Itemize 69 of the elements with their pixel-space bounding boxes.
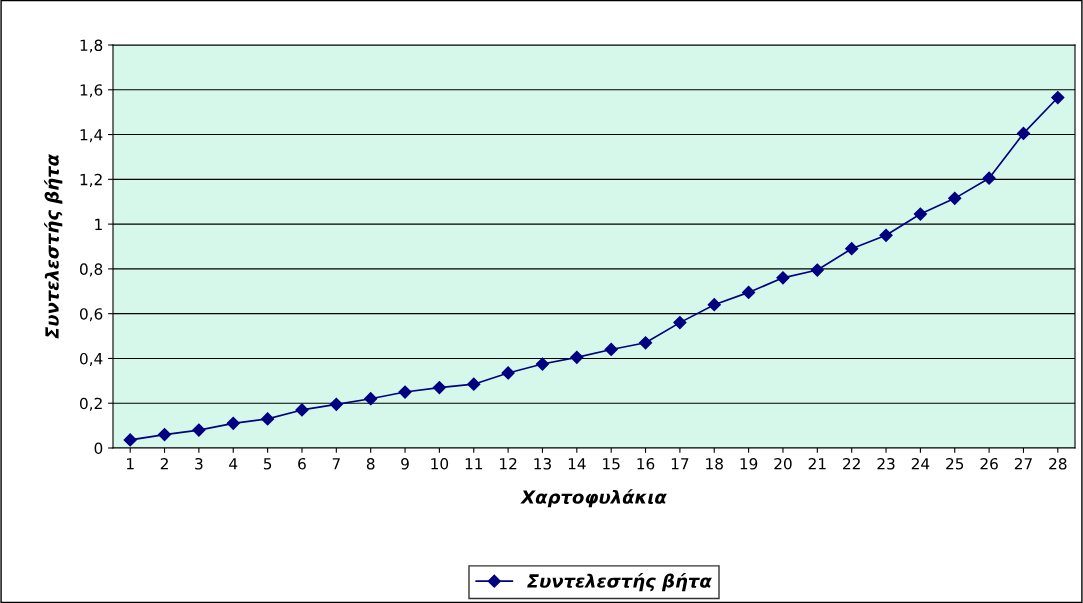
x-tick-label: 10 [431, 457, 449, 470]
y-tick-label: 0,8 [79, 263, 103, 277]
x-tick-label: 21 [808, 457, 826, 470]
x-tick-label: 16 [637, 457, 655, 470]
legend-label: Συντελεστής βήτα [527, 573, 712, 592]
point [707, 298, 721, 312]
x-tick-label: 20 [774, 457, 792, 470]
point [398, 385, 412, 399]
x-tick-label: 25 [946, 457, 964, 470]
x-tick-label: 2 [160, 457, 168, 470]
x-tick-label: 11 [465, 458, 483, 470]
x-tick-label: 27 [1014, 457, 1032, 470]
y-axis-title: Συντελεστής βήτα [44, 153, 63, 339]
y-tick-label: 0,2 [79, 397, 102, 411]
point [982, 171, 996, 185]
point [638, 336, 653, 350]
x-tick-label: 8 [366, 457, 375, 470]
point [845, 242, 859, 256]
y-tick-label: 1,6 [80, 84, 103, 98]
x-tick-label: 4 [229, 458, 238, 470]
point [604, 342, 618, 357]
point [467, 377, 481, 391]
point [364, 392, 378, 406]
x-tick-label: 17 [671, 458, 689, 470]
point [879, 228, 893, 242]
point [810, 263, 824, 277]
x-tick-label: 9 [401, 457, 409, 470]
y-tick-label: 1,4 [80, 129, 103, 143]
point [123, 433, 137, 447]
x-tick-label: 18 [706, 457, 723, 470]
x-tick-label: 23 [877, 457, 895, 470]
point [913, 207, 927, 221]
point [776, 271, 790, 285]
point [295, 403, 309, 417]
point [673, 316, 687, 330]
point [742, 285, 756, 299]
point [501, 366, 515, 380]
y-tick-label: 0 [94, 442, 103, 455]
x-tick-label: 22 [843, 457, 860, 470]
x-tick-label: 28 [1049, 457, 1067, 470]
point [948, 191, 962, 205]
y-tick-label: 1 [95, 218, 102, 230]
x-tick-label: 24 [911, 457, 930, 470]
point [329, 397, 343, 411]
y-tick-label: 1,8 [80, 39, 103, 53]
x-tick-label: 12 [500, 457, 517, 470]
point [570, 350, 584, 364]
point [157, 427, 172, 442]
point [432, 380, 446, 395]
x-tick-label: 26 [980, 457, 998, 470]
x-axis-title: Χαρτοφυλάκια [520, 489, 667, 508]
x-tick-label: 19 [740, 457, 758, 470]
x-tick-label: 13 [534, 457, 551, 470]
x-tick-label: 15 [603, 458, 620, 470]
y-tick-label: 0,6 [79, 308, 103, 322]
x-tick-label: 5 [263, 458, 272, 470]
point [261, 412, 275, 426]
point [192, 423, 206, 437]
y-tick-label: 1,2 [80, 173, 102, 187]
x-tick-label: 6 [298, 457, 306, 470]
point [1051, 91, 1065, 105]
x-tick-label: 14 [568, 458, 586, 470]
x-tick-label: 7 [332, 458, 340, 470]
point [226, 416, 240, 430]
point [535, 357, 550, 371]
point [1016, 126, 1031, 141]
y-tick-label: 0,4 [79, 352, 103, 367]
x-tick-label: 1 [127, 458, 134, 470]
x-tick-label: 3 [195, 457, 203, 470]
